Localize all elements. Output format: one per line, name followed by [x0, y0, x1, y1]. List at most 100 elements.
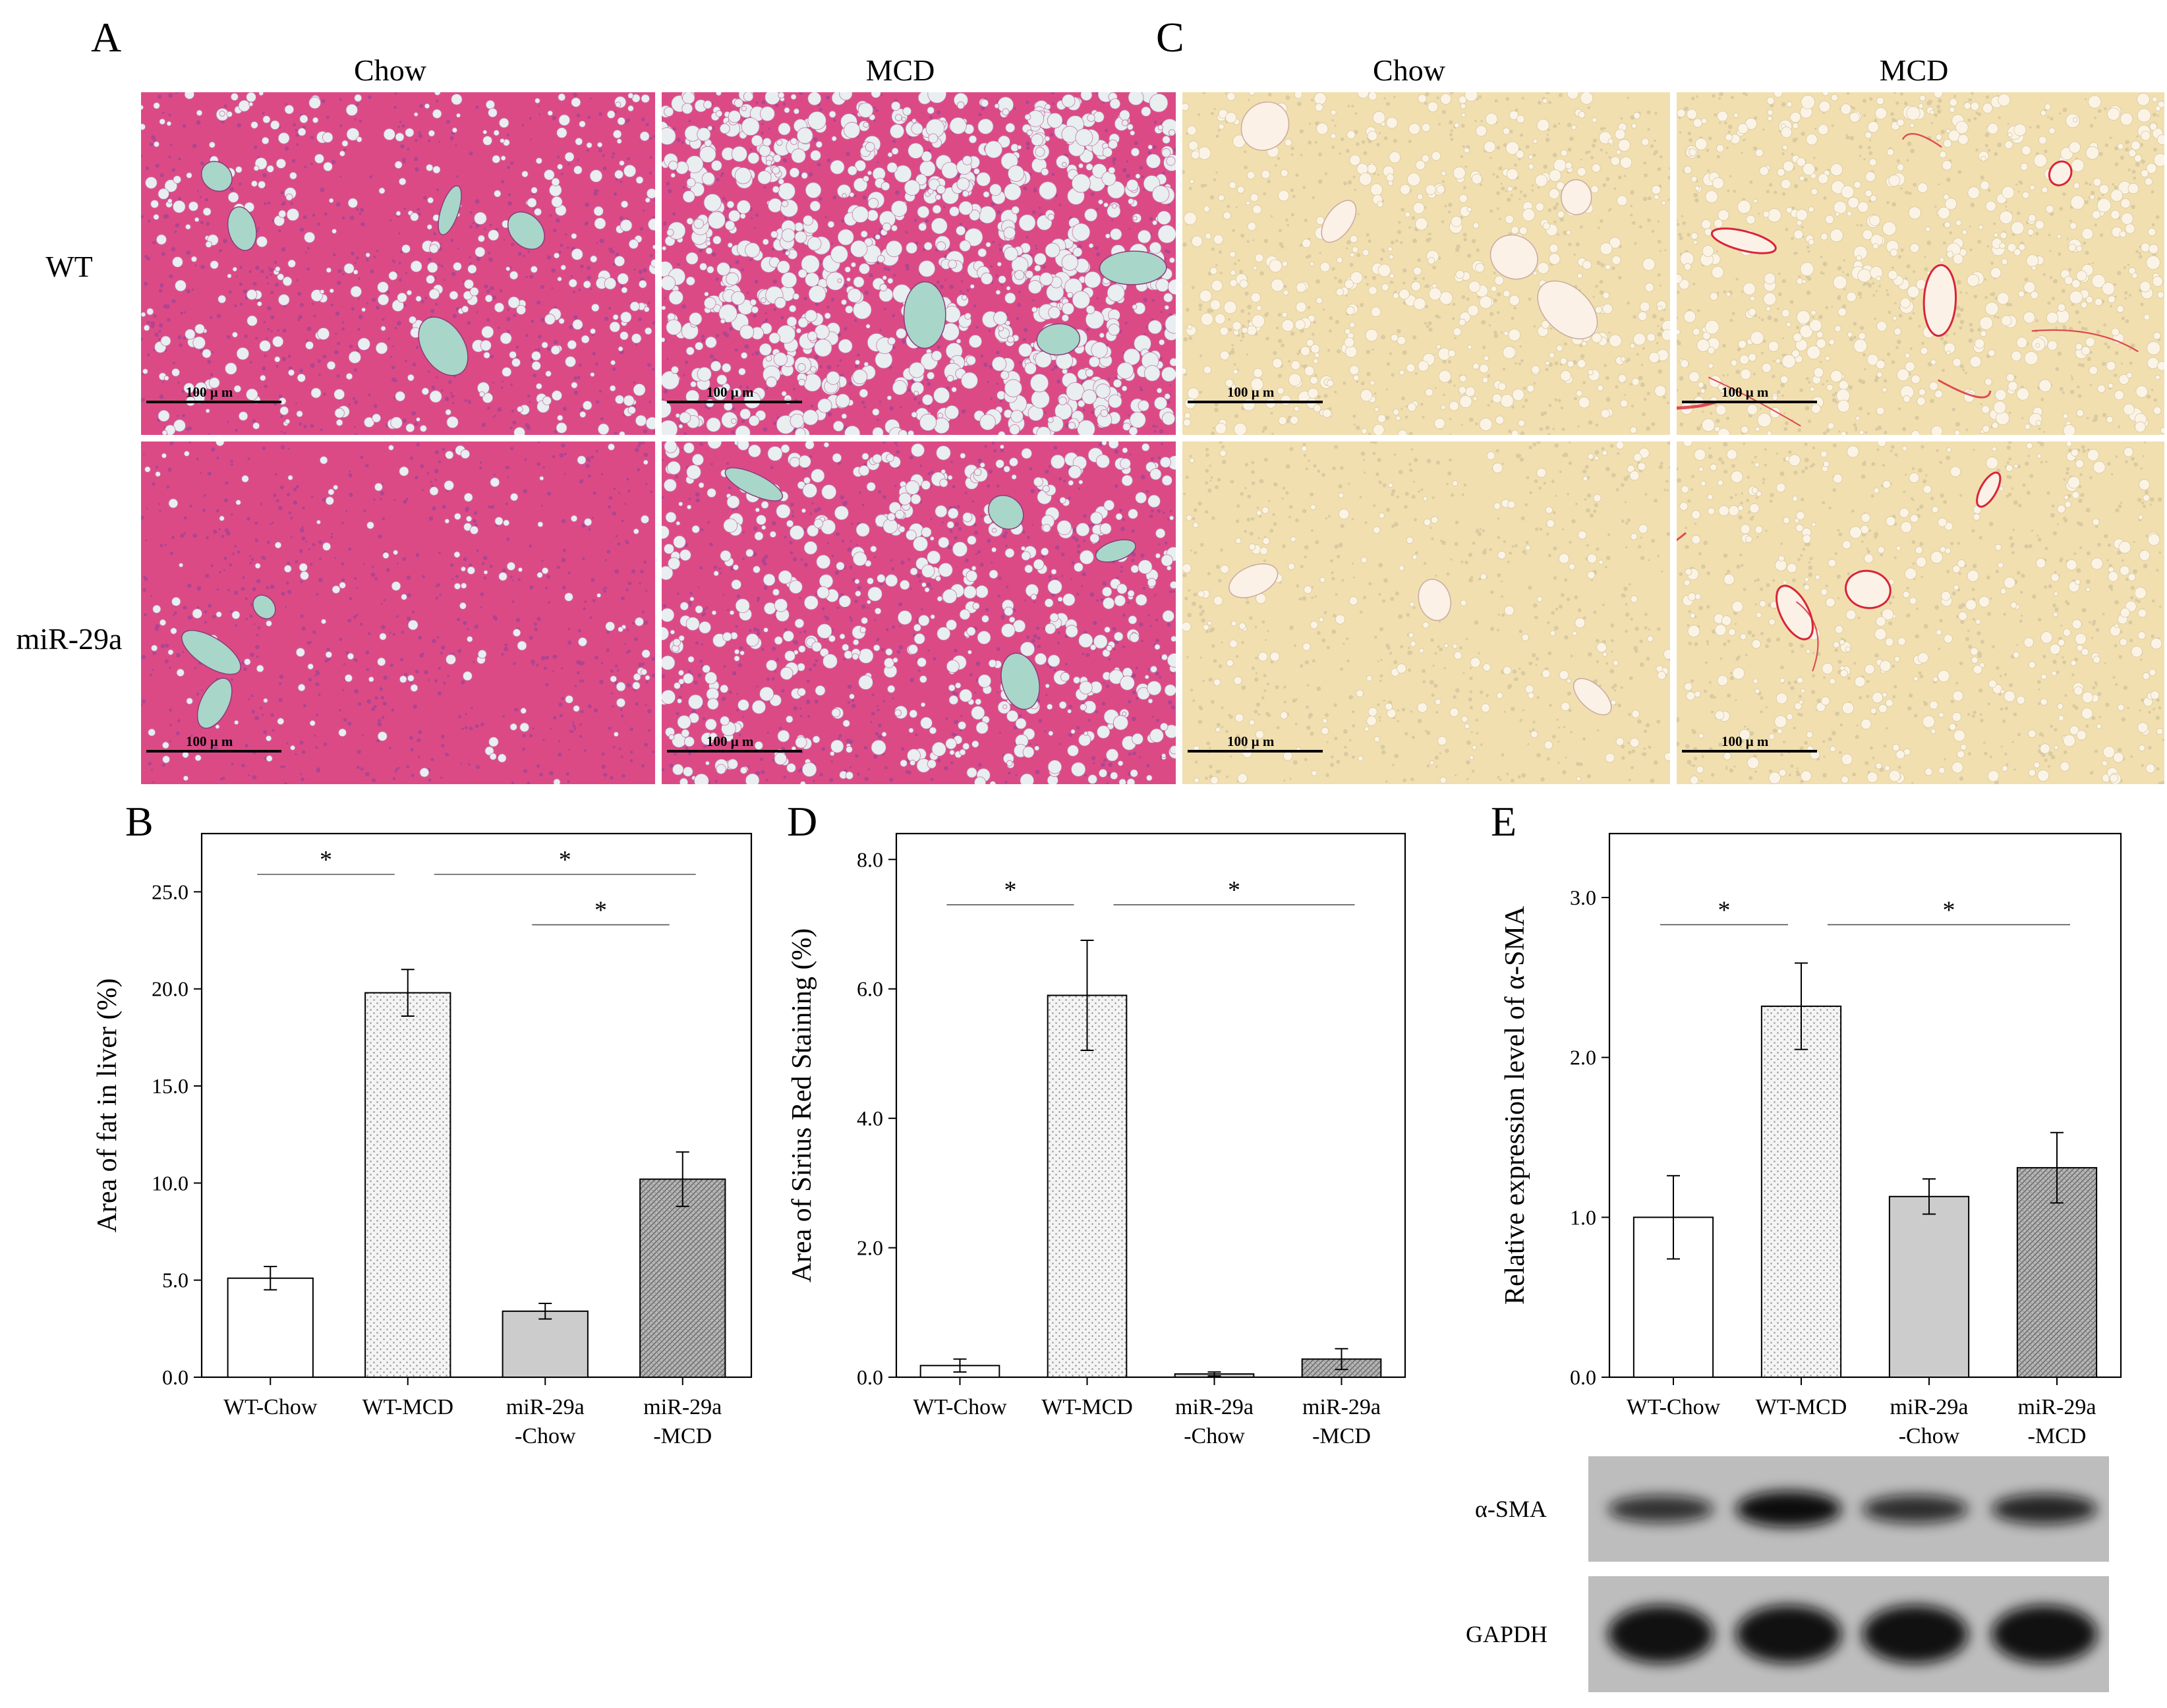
blot-band [1992, 1494, 2097, 1524]
significance-star: * [559, 846, 571, 874]
error-bar [1667, 1175, 1680, 1260]
x-tick-label: WT-MCD [362, 1395, 453, 1419]
error-bar [1335, 1348, 1348, 1371]
significance-bracket: * [532, 896, 670, 926]
plot-frame [200, 832, 753, 1379]
y-tick-label: 20.0 [152, 977, 188, 1001]
micrograph-a-mir29a-chow: 100 μ m [141, 441, 655, 784]
y-tick-label: 0.0 [857, 1365, 883, 1389]
row-label-wt: WT [45, 250, 93, 283]
y-tick-label: 0.0 [1570, 1365, 1596, 1389]
x-tick-label: -MCD [1312, 1424, 1371, 1448]
blot-label-gapdh: GAPDH [1466, 1621, 1547, 1647]
significance-bracket: * [1828, 896, 2070, 926]
significance-bracket: * [434, 846, 696, 875]
x-tick-label: -Chow [1899, 1424, 1960, 1448]
significance-bracket: * [1660, 896, 1788, 926]
bar [1047, 994, 1128, 1379]
western-blot: α-SMA GAPDH [1466, 1456, 2109, 1692]
error-bar [1207, 1371, 1221, 1377]
significance-star: * [1943, 896, 1955, 924]
y-tick-label: 3.0 [1570, 886, 1596, 909]
row-label-mir29a: miR-29a [16, 622, 123, 656]
micrograph-grid: 100 μ m 100 μ m 100 μ m 100 μ m 100 μ m 100 μ… [141, 92, 2164, 784]
blot-band [1608, 1605, 1714, 1664]
blot-band [1736, 1491, 1841, 1527]
significance-star: * [1718, 896, 1731, 924]
scale-bar-label: 100 μ m [1227, 384, 1275, 400]
error-bar [953, 1358, 967, 1373]
x-tick-label: -MCD [2028, 1424, 2087, 1448]
scale-bar-label: 100 μ m [707, 384, 754, 400]
micrograph-a-wt-mcd: 100 μ m [662, 92, 1176, 435]
bar [227, 1277, 314, 1379]
plot-frame [1608, 832, 2122, 1379]
blot-band [1863, 1605, 1968, 1664]
blot-label-alpha-sma: α-SMA [1475, 1496, 1547, 1522]
scale-bar-label: 100 μ m [1721, 384, 1769, 400]
col-label-c-mcd: MCD [1880, 53, 1949, 87]
x-tick-label: -MCD [653, 1424, 712, 1448]
significance-star: * [594, 896, 607, 924]
y-tick-label: 4.0 [857, 1106, 883, 1130]
y-tick-label: 5.0 [162, 1268, 188, 1292]
significance-bracket: * [257, 846, 395, 875]
chart-sirius-red: 0.0 2.0 4.0 6.0 8.0 Area of Sirius Red Staini… [787, 832, 1406, 1448]
error-bar [676, 1151, 689, 1207]
col-label-c-chow: Chow [1373, 53, 1446, 87]
y-tick-label: 2.0 [1570, 1046, 1596, 1069]
significance-star: * [320, 846, 332, 874]
error-bar [2050, 1131, 2064, 1204]
scale-bar-label: 100 μ m [186, 733, 233, 749]
col-label-a-mcd: MCD [866, 53, 935, 87]
col-label-a-chow: Chow [354, 53, 427, 87]
y-tick-label: 1.0 [1570, 1205, 1596, 1229]
y-axis-label: Relative expression level of α-SMA [1500, 905, 1530, 1305]
y-tick-label: 25.0 [152, 880, 188, 903]
y-tick-label: 0.0 [162, 1365, 188, 1389]
panel-letter-e: E [1491, 798, 1517, 845]
x-tick-label: miR-29a [506, 1395, 585, 1419]
panel-letter-d: D [787, 798, 817, 845]
micrograph-a-mir29a-mcd: 100 μ m [662, 441, 1176, 784]
micrograph-a-wt-chow: 100 μ m [141, 92, 655, 435]
significance-star: * [1004, 876, 1017, 904]
x-tick-label: WT-Chow [1627, 1395, 1721, 1419]
error-bar [1922, 1178, 1936, 1215]
plot-frame [895, 832, 1406, 1379]
chart-fat-area: 0.0 5.0 10.0 15.0 20.0 25.0 Area of fat in liv… [92, 832, 753, 1448]
blot-band [1992, 1605, 2097, 1664]
chart-alpha-sma: 0.0 1.0 2.0 3.0 Relative expression level of… [1500, 832, 2122, 1448]
y-tick-label: 2.0 [857, 1236, 883, 1260]
blot-band [1863, 1494, 1968, 1523]
bar [1760, 1006, 1842, 1378]
error-bar [1795, 962, 1808, 1050]
significance-bracket: * [1113, 876, 1355, 905]
panel-letter-b: B [125, 798, 154, 845]
significance-star: * [1228, 876, 1240, 904]
x-tick-label: miR-29a [1890, 1395, 1969, 1419]
y-tick-label: 15.0 [152, 1074, 188, 1098]
x-tick-label: -Chow [515, 1424, 576, 1448]
micrograph-c-mir29a-mcd: 100 μ m [1677, 441, 2164, 784]
x-tick-label: WT-Chow [223, 1395, 318, 1419]
scale-bar-label: 100 μ m [1227, 733, 1275, 749]
x-tick-label: miR-29a [1175, 1395, 1254, 1419]
x-tick-label: miR-29a [2018, 1395, 2096, 1419]
error-bar [538, 1303, 552, 1320]
micrograph-c-mir29a-chow: 100 μ m [1182, 441, 1670, 784]
x-tick-label: miR-29a [643, 1395, 722, 1419]
blot-band [1736, 1605, 1841, 1664]
scale-bar-label: 100 μ m [186, 384, 233, 400]
y-tick-label: 8.0 [857, 847, 883, 871]
panel-letter-c: C [1156, 14, 1184, 61]
y-axis-label: Area of Sirius Red Staining (%) [787, 928, 817, 1283]
x-tick-label: WT-MCD [1756, 1395, 1847, 1419]
scale-bar-label: 100 μ m [1721, 733, 1769, 749]
panel-letter-a: A [91, 14, 121, 61]
bar [639, 1178, 726, 1378]
scale-bar-label: 100 μ m [707, 733, 754, 749]
x-tick-label: miR-29a [1302, 1395, 1381, 1419]
y-axis-label: Area of fat in liver (%) [92, 979, 123, 1233]
